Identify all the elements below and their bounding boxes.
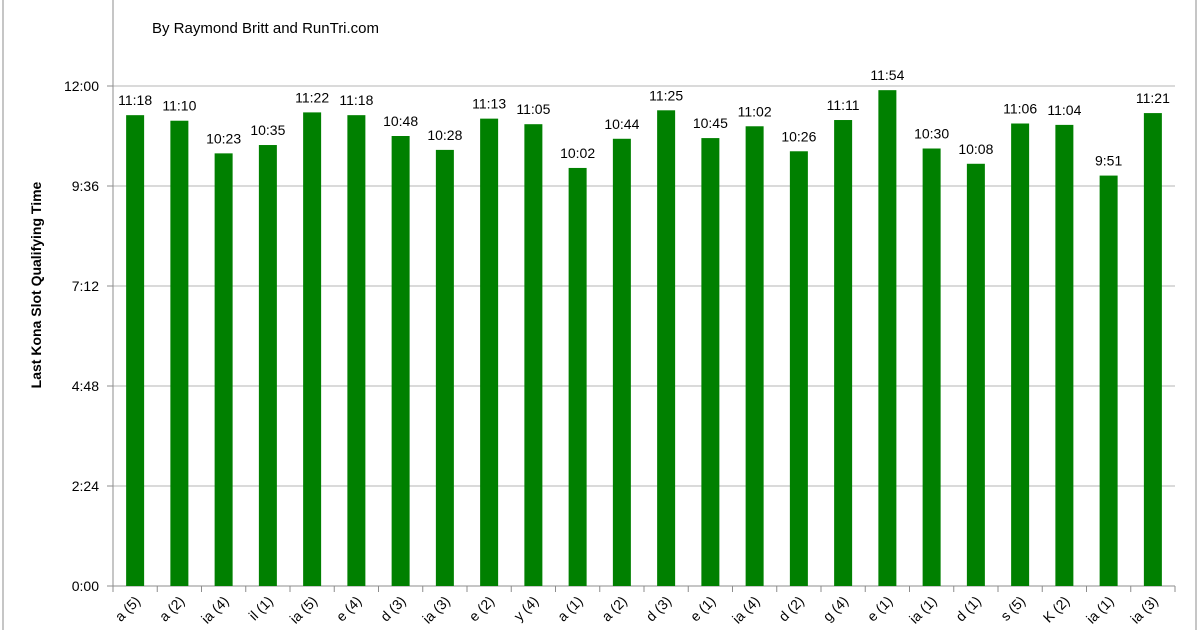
y-axis-ticks: 0:00 2:24 4:48 7:12 9:36 12:00	[64, 78, 99, 594]
y-tick-label: 4:48	[72, 378, 99, 394]
x-category-label: K (2)	[1040, 593, 1073, 626]
x-category-label: ia (4)	[729, 593, 763, 627]
y-tick-label: 9:36	[72, 178, 99, 194]
x-category-label: ia (1)	[906, 593, 940, 627]
x-category-label: e (2)	[466, 593, 498, 625]
bar-data-label: 11:22	[295, 89, 329, 105]
bar-data-label: 11:25	[649, 87, 683, 103]
x-category-label: ia (1)	[1083, 593, 1117, 627]
x-category-label: ia (3)	[419, 593, 453, 627]
bar	[1143, 113, 1162, 586]
x-category-label: ia (5)	[286, 593, 320, 627]
bar-data-label: 10:48	[383, 113, 418, 129]
y-tick-label: 0:00	[72, 578, 99, 594]
bar	[878, 90, 897, 587]
bar-data-label: 10:35	[250, 122, 285, 138]
x-category-label: e (1)	[864, 593, 896, 625]
x-category-label: d (1)	[952, 593, 984, 625]
bar	[170, 120, 189, 586]
bar	[701, 138, 720, 587]
bar	[966, 163, 985, 586]
x-category-label: g (4)	[820, 593, 852, 625]
bar	[480, 118, 499, 586]
bar-data-label: 11:13	[472, 96, 506, 112]
bar-data-label: 10:28	[427, 127, 462, 143]
bar-data-label: 11:02	[738, 103, 772, 119]
bar-data-label: 11:11	[827, 97, 860, 113]
data-labels: 11:18 11:10 10:23 10:35 11:22 11:18 10:48 10:28…	[118, 67, 1170, 168]
bar	[258, 145, 277, 586]
bar-series	[126, 90, 1162, 587]
x-category-label: y (4)	[510, 593, 541, 624]
bar-data-label: 11:06	[1003, 101, 1037, 117]
bar	[612, 138, 631, 586]
x-category-label: d (2)	[775, 593, 807, 625]
bar-data-label: 11:21	[1136, 90, 1170, 106]
bar	[922, 148, 941, 586]
x-category-label: a (5)	[112, 593, 144, 625]
y-axis-title: Last Kona Slot Qualifying Time	[28, 181, 44, 388]
y-tick-label: 7:12	[72, 278, 99, 294]
bar	[524, 124, 543, 586]
bar	[435, 149, 454, 586]
bar-data-label: 11:18	[118, 92, 152, 108]
bar	[391, 136, 410, 586]
x-category-label: e (4)	[333, 593, 365, 625]
x-category-label: a (2)	[598, 593, 630, 625]
y-tick-label: 12:00	[64, 78, 99, 94]
x-category-label: ia (3)	[1127, 593, 1161, 627]
bar-data-label: 11:10	[162, 98, 196, 114]
x-category-label: ia (4)	[198, 593, 232, 627]
bar	[214, 153, 233, 586]
bar	[789, 151, 808, 586]
bar	[834, 120, 853, 587]
bar-data-label: 10:23	[206, 130, 241, 146]
bar	[126, 115, 145, 587]
gridlines	[107, 0, 1176, 592]
bar-data-label: 9:51	[1095, 153, 1122, 169]
bar-data-label: 10:08	[958, 141, 993, 157]
x-category-label: a (2)	[156, 593, 188, 625]
bar-data-label: 10:45	[693, 115, 728, 131]
y-tick-label: 2:24	[72, 478, 99, 494]
x-category-label: a (1)	[554, 593, 586, 625]
bar	[745, 126, 764, 587]
bar	[1099, 175, 1118, 587]
bar-data-label: 10:02	[560, 145, 595, 161]
bar-data-label: 11:54	[870, 67, 904, 83]
bar	[1011, 123, 1030, 586]
bar	[303, 112, 322, 586]
bar-data-label: 11:04	[1047, 102, 1081, 118]
bar-data-label: 11:05	[516, 101, 550, 117]
chart-credit: By Raymond Britt and RunTri.com	[152, 20, 379, 37]
bar	[657, 110, 676, 587]
x-category-label: il (1)	[245, 593, 276, 624]
x-category-label: d (3)	[377, 593, 409, 625]
x-category-label: d (3)	[643, 593, 675, 625]
bar	[347, 115, 366, 587]
bar	[568, 167, 587, 586]
x-category-label: s (5)	[997, 593, 1028, 624]
x-axis-category-labels: a (5) a (2) ia (4) il (1) ia (5) e (4) d (3) ia…	[112, 593, 1161, 627]
bar-data-label: 10:26	[781, 128, 816, 144]
bar	[1055, 124, 1074, 586]
bar-data-label: 10:44	[604, 116, 639, 132]
bar-data-label: 11:18	[339, 92, 373, 108]
bar-data-label: 10:30	[914, 126, 949, 142]
x-category-label: e (1)	[687, 593, 719, 625]
